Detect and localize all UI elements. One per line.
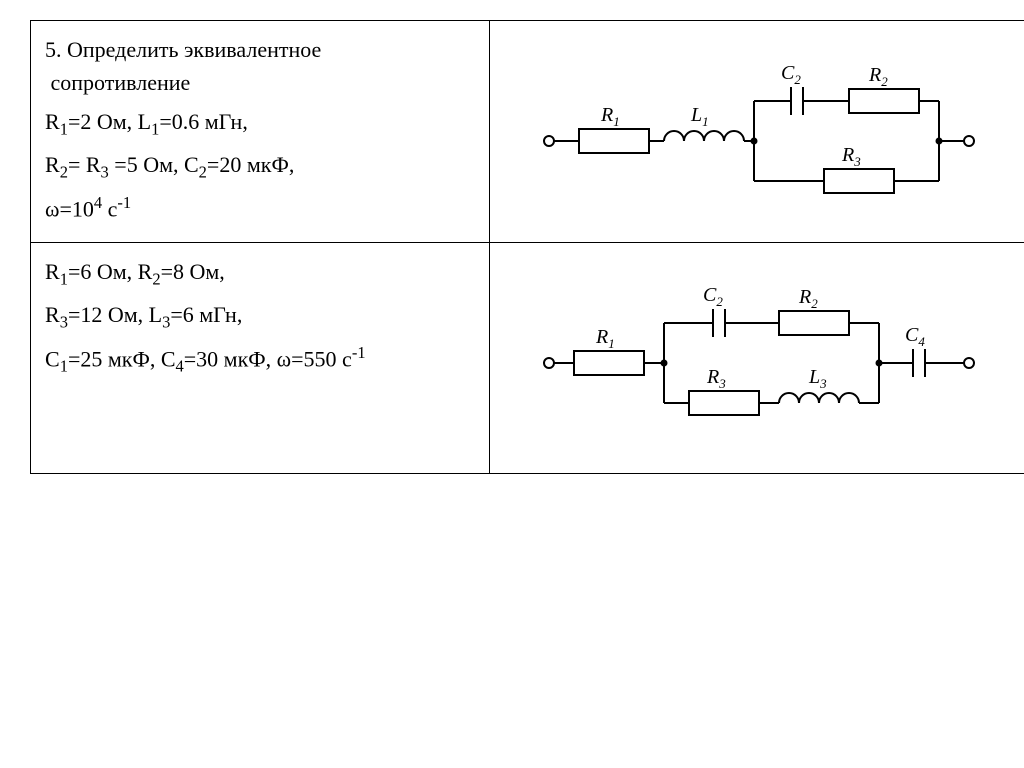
title-line-1: 5. Определить эквивалентное	[45, 37, 321, 62]
given-line: R1=6 Ом, R2=8 Ом,	[45, 255, 475, 292]
page-container: 5. Определить эквивалентное сопротивлени…	[0, 0, 1024, 494]
circuit-diagram-1: R1 L1 C2 R2	[519, 31, 999, 221]
svg-text:R1: R1	[595, 326, 615, 351]
svg-text:C4: C4	[905, 324, 925, 349]
given-line: R3=12 Ом, L3=6 мГн,	[45, 298, 475, 335]
svg-text:L1: L1	[690, 104, 709, 129]
svg-text:C2: C2	[781, 62, 801, 87]
table-row: R1=6 Ом, R2=8 Ом, R3=12 Ом, L3=6 мГн, C1…	[31, 242, 1024, 473]
given-line: ω=104 с-1	[45, 191, 475, 225]
svg-text:R2: R2	[868, 64, 888, 89]
given-line: R2= R3 =5 Ом, C2=20 мкФ,	[45, 148, 475, 185]
problem-text-cell-1: 5. Определить эквивалентное сопротивлени…	[31, 21, 490, 243]
svg-text:R2: R2	[798, 286, 818, 311]
given-line: R1=2 Ом, L1=0.6 мГн,	[45, 105, 475, 142]
circuit-cell-1: R1 L1 C2 R2	[490, 21, 1024, 243]
problems-table: 5. Определить эквивалентное сопротивлени…	[30, 20, 1024, 474]
svg-text:R1: R1	[600, 104, 620, 129]
given-line: C1=25 мкФ, C4=30 мкФ, ω=550 с-1	[45, 341, 475, 379]
problem-text-cell-2: R1=6 Ом, R2=8 Ом, R3=12 Ом, L3=6 мГн, C1…	[31, 242, 490, 473]
svg-text:R3: R3	[706, 366, 726, 391]
problem-title: 5. Определить эквивалентное сопротивлени…	[45, 33, 475, 99]
svg-text:C2: C2	[703, 284, 723, 309]
svg-text:L3: L3	[808, 366, 827, 391]
table-row: 5. Определить эквивалентное сопротивлени…	[31, 21, 1024, 243]
circuit-cell-2: R1 C2 R2	[490, 242, 1024, 473]
title-line-2: сопротивление	[51, 70, 191, 95]
svg-text:R3: R3	[841, 144, 861, 169]
circuit-diagram-2: R1 C2 R2	[519, 253, 999, 463]
